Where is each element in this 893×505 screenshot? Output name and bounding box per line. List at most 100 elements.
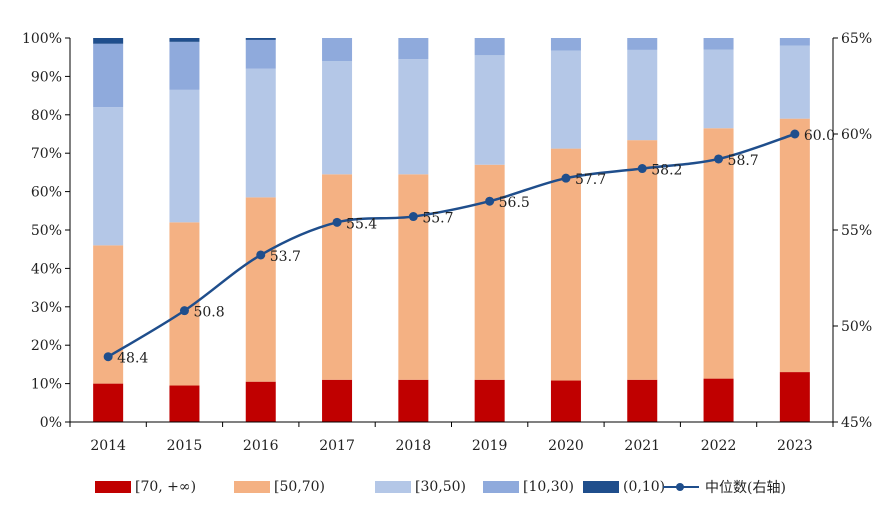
bar-2020-series-3	[550, 38, 581, 51]
bar-2020-series-1	[550, 148, 581, 381]
bar-2022-series-1	[703, 128, 734, 379]
median-point-2020	[561, 173, 571, 183]
median-point-2019	[485, 196, 495, 206]
bar-2021-series-3	[627, 38, 658, 50]
bar-2015-series-0	[169, 385, 200, 422]
x-tick-label: 2015	[167, 438, 203, 454]
bar-2016-series-2	[245, 68, 276, 198]
left-tick-label: 100%	[22, 31, 62, 47]
median-label-2017: 55.4	[346, 216, 377, 232]
bar-2023-series-0	[779, 372, 810, 422]
left-tick-label: 60%	[31, 185, 62, 201]
median-point-2023	[790, 129, 800, 139]
bar-2019-series-2	[474, 55, 505, 165]
bar-2020-series-0	[550, 380, 581, 422]
axes-group: 0% 10% 20% 30% 40% 50% 60% 70% 80% 90% 100% 45% 50% 5…	[22, 31, 872, 454]
right-tick-label: 60%	[841, 127, 872, 143]
legend: [70, +∞) [50,70) [30,50) [10,30) (0,10) 中位数(右…	[0, 474, 893, 500]
bar-2015-series-4	[169, 38, 200, 42]
bar-2016-series-3	[245, 39, 276, 69]
legend-swatch	[583, 481, 619, 493]
legend-swatch	[95, 481, 131, 493]
legend-swatch	[375, 481, 411, 493]
median-label-2015: 50.8	[193, 305, 224, 321]
median-label-2023: 60.0	[804, 128, 835, 144]
bar-2015-series-2	[169, 89, 200, 223]
bar-2020-series-2	[550, 50, 581, 149]
median-line	[107, 132, 796, 358]
median-point-2022	[714, 154, 724, 164]
bar-2021-series-1	[627, 140, 658, 380]
bar-2022-series-0	[703, 378, 734, 422]
right-tick-label: 50%	[841, 319, 872, 335]
bar-2014-series-4	[93, 38, 124, 44]
bar-2014-series-3	[93, 43, 124, 108]
legend-label: (0,10)	[623, 479, 666, 495]
chart: 0% 10% 20% 30% 40% 50% 60% 70% 80% 90% 100% 45% 50% 5…	[22, 31, 872, 454]
legend-item-series-4: (0,10)	[583, 474, 665, 500]
x-tick-label: 2022	[701, 438, 737, 454]
legend-line-marker	[663, 481, 699, 493]
median-point-2015	[179, 306, 189, 316]
legend-swatch	[483, 481, 519, 493]
bar-2019-series-0	[474, 379, 505, 422]
legend-item-series-2: [30,50)	[375, 474, 466, 500]
bar-2016-series-1	[245, 197, 276, 382]
median-point-2021	[637, 164, 647, 174]
bar-2015-series-3	[169, 41, 200, 90]
x-tick-label: 2014	[90, 438, 126, 454]
median-label-2021: 58.2	[651, 163, 682, 179]
left-tick-label: 20%	[31, 338, 62, 354]
x-tick-label: 2021	[624, 438, 660, 454]
x-tick-label: 2019	[472, 438, 508, 454]
legend-item-series-1: [50,70)	[234, 474, 325, 500]
median-label-2014: 48.4	[117, 351, 148, 367]
right-tick-label: 55%	[841, 223, 872, 239]
legend-label: [10,30)	[523, 479, 575, 495]
bar-2019-series-3	[474, 38, 505, 56]
median-point-2016	[256, 250, 266, 260]
bar-2017-series-3	[322, 38, 353, 62]
left-tick-label: 70%	[31, 146, 62, 162]
legend-label: [70, +∞)	[135, 479, 197, 495]
legend-label: [30,50)	[415, 479, 467, 495]
left-tick-label: 50%	[31, 223, 62, 239]
x-tick-label: 2016	[243, 438, 279, 454]
median-label-2019: 56.5	[499, 195, 530, 211]
x-tick-label: 2023	[777, 438, 813, 454]
bar-2017-series-2	[322, 61, 353, 175]
bar-2023-series-1	[779, 118, 810, 373]
median-label-2016: 53.7	[270, 249, 301, 265]
bar-2022-series-2	[703, 49, 734, 129]
bars-group	[93, 38, 810, 422]
median-point-2014	[103, 352, 113, 362]
x-tick-label: 2020	[548, 438, 584, 454]
left-tick-label: 30%	[31, 300, 62, 316]
left-tick-label: 40%	[31, 261, 62, 277]
legend-swatch	[234, 481, 270, 493]
bar-2021-series-0	[627, 379, 658, 422]
bar-2017-series-0	[322, 379, 353, 422]
bar-2014-series-2	[93, 107, 124, 246]
median-label-2018: 55.7	[422, 211, 453, 227]
legend-item-median: 中位数(右轴)	[663, 474, 786, 500]
right-tick-label: 65%	[841, 31, 872, 47]
median-line-group: 48.4 50.8 53.7 55.4 55.7 56.5 57.7 58.2 58.7 60.0	[103, 128, 835, 367]
x-tick-label: 2018	[396, 438, 432, 454]
legend-label: 中位数(右轴)	[705, 480, 786, 496]
bar-2018-series-1	[398, 174, 429, 380]
bar-2022-series-3	[703, 38, 734, 50]
median-point-2017	[332, 217, 342, 227]
bar-2023-series-3	[779, 38, 810, 46]
bar-2021-series-2	[627, 49, 658, 141]
left-tick-label: 80%	[31, 108, 62, 124]
legend-item-series-0: [70, +∞)	[95, 474, 196, 500]
left-tick-label: 10%	[31, 377, 62, 393]
bar-2018-series-0	[398, 379, 429, 422]
bar-2014-series-0	[93, 383, 124, 422]
median-label-2022: 58.7	[728, 153, 759, 169]
bar-2023-series-2	[779, 45, 810, 119]
x-tick-label: 2017	[319, 438, 355, 454]
legend-item-series-3: [10,30)	[483, 474, 574, 500]
bar-2018-series-3	[398, 38, 429, 60]
